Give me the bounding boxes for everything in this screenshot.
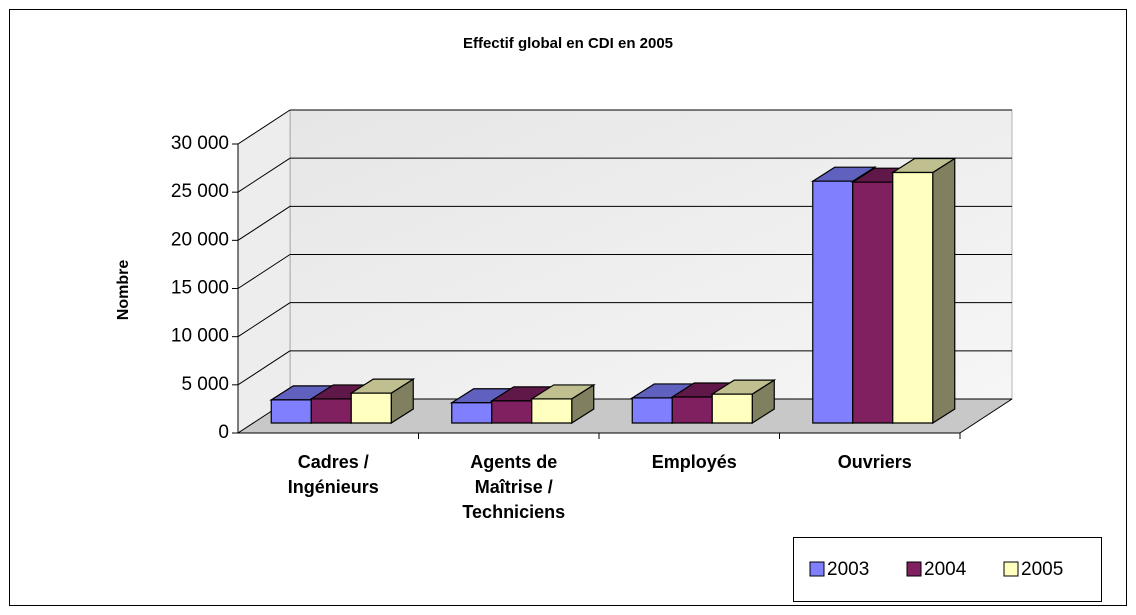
x-tick-label: Ouvriers xyxy=(837,452,912,472)
bar-front xyxy=(270,399,312,424)
bar-front xyxy=(671,396,713,424)
grid-line-side xyxy=(237,302,291,338)
y-tick-label: 10 000 xyxy=(171,326,229,347)
legend-label: 2003 xyxy=(827,559,869,580)
y-tick-label: 30 000 xyxy=(171,133,229,154)
x-tick-label: Agents de Maîtrise / Techniciens xyxy=(462,452,566,522)
chart-title: Effectif global en CDI en 2005 xyxy=(463,35,673,52)
bar-front xyxy=(350,392,392,424)
bar-front xyxy=(451,402,493,424)
legend-swatch xyxy=(906,561,922,577)
grid-line-side xyxy=(237,350,291,386)
y-axis-label: Nombre xyxy=(115,260,132,321)
bar-front xyxy=(711,393,753,424)
grid-line-side xyxy=(237,205,291,241)
legend-label: 2005 xyxy=(1021,559,1063,580)
bar xyxy=(890,157,957,425)
bar-side xyxy=(932,157,956,425)
legend-box xyxy=(793,537,1102,602)
x-axis-depth xyxy=(959,398,1013,434)
bar xyxy=(529,383,596,425)
y-tick-label: 15 000 xyxy=(171,278,229,299)
y-tick-label: 0 xyxy=(218,422,229,443)
bar-front xyxy=(852,181,894,424)
bar-front xyxy=(812,180,854,424)
x-tick-label: Employés xyxy=(651,452,737,472)
y-tick-label: 5 000 xyxy=(181,374,229,395)
x-tick-label: Cadres / Ingénieurs xyxy=(287,452,379,497)
grid-line-side xyxy=(237,254,291,289)
bar-front xyxy=(531,398,573,424)
grid-line-side xyxy=(237,109,291,145)
legend-label: 2004 xyxy=(924,559,967,580)
legend-swatch xyxy=(809,561,825,577)
bar-front xyxy=(892,171,934,424)
bar-front xyxy=(631,397,673,424)
bar-front xyxy=(310,398,352,424)
bar xyxy=(710,379,777,425)
bar-front xyxy=(491,400,533,424)
y-tick-label: 20 000 xyxy=(171,229,229,250)
y-tick-label: 25 000 xyxy=(171,181,229,202)
bar xyxy=(349,378,416,425)
legend-swatch xyxy=(1003,561,1019,577)
grid-line-side xyxy=(237,157,291,193)
